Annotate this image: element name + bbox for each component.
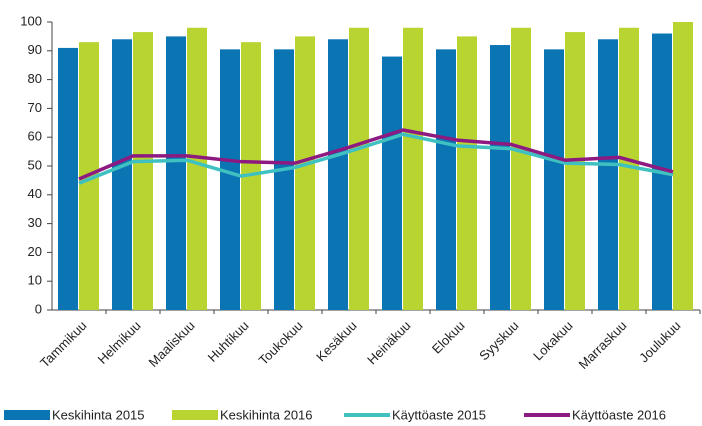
- bar: [349, 27, 369, 310]
- y-tick-label: 40: [28, 186, 42, 201]
- bar: [490, 45, 510, 310]
- bar: [565, 32, 585, 311]
- bar: [112, 39, 132, 310]
- x-tick-label: Syyskuu: [476, 318, 521, 363]
- legend-label: Käyttöaste 2015: [392, 407, 486, 422]
- line: [78, 132, 674, 185]
- x-tick-label: Toukokuu: [256, 318, 306, 368]
- y-tick-label: 80: [28, 71, 42, 86]
- bar: [619, 27, 639, 310]
- x-tick-label: Maaliskuu: [146, 318, 198, 370]
- bar: [598, 39, 618, 310]
- y-tick-label: 60: [28, 129, 42, 144]
- x-tick-label: Helmikuu: [95, 318, 144, 367]
- y-tick-label: 30: [28, 215, 42, 230]
- legend-swatch: [172, 410, 218, 420]
- x-tick-label: Joulukuu: [636, 318, 683, 365]
- x-tick-label: Lokakuu: [530, 318, 575, 363]
- bar: [436, 49, 456, 311]
- bar: [403, 27, 423, 310]
- bar: [187, 27, 207, 310]
- y-tick-label: 20: [28, 244, 42, 259]
- legend-swatch: [4, 410, 50, 420]
- legend-label: Keskihinta 2016: [220, 407, 313, 422]
- bar: [166, 36, 186, 311]
- legend-label: Keskihinta 2015: [52, 407, 145, 422]
- y-tick-label: 70: [28, 100, 42, 115]
- bar: [58, 47, 78, 311]
- bar: [457, 36, 477, 311]
- x-tick-label: Huhtikuu: [205, 318, 252, 365]
- y-tick-label: 10: [28, 273, 42, 288]
- bar: [220, 49, 240, 311]
- bar: [544, 49, 564, 311]
- x-tick-label: Heinäkuu: [364, 318, 413, 367]
- y-tick-label: 0: [35, 301, 42, 316]
- bar: [133, 32, 153, 311]
- bar: [295, 36, 315, 311]
- bar: [274, 49, 294, 311]
- y-tick-label: 100: [20, 13, 42, 28]
- x-tick-label: Tammikuu: [37, 318, 90, 371]
- y-tick-label: 90: [28, 42, 42, 57]
- x-tick-label: Marraskuu: [576, 318, 630, 372]
- bar: [382, 56, 402, 311]
- bar: [673, 22, 693, 310]
- x-tick-label: Kesäkuu: [313, 318, 359, 364]
- line: [78, 128, 674, 181]
- x-tick-label: Elokuu: [429, 318, 468, 357]
- bar: [511, 27, 531, 310]
- y-tick-label: 50: [28, 157, 42, 172]
- bar: [328, 39, 348, 310]
- legend-label: Käyttöaste 2016: [572, 407, 666, 422]
